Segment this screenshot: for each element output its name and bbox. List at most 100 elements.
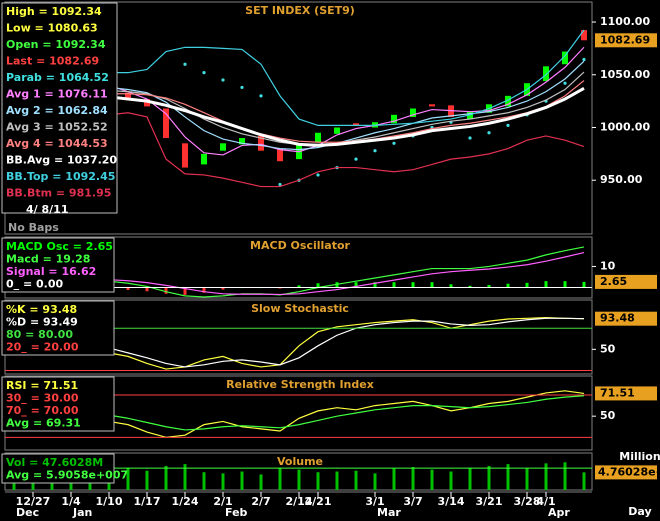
bar	[373, 282, 377, 288]
legend-box	[1, 453, 115, 484]
candle	[315, 132, 321, 143]
legend-entry: Signal = 16.62	[6, 265, 96, 278]
legend-entry: Last = 1082.69	[6, 55, 99, 68]
bar	[487, 284, 491, 288]
legend-entry: 0_ = 0.00	[6, 278, 64, 291]
bar	[430, 469, 434, 490]
bar	[544, 281, 548, 288]
candle	[353, 123, 359, 126]
bar	[468, 285, 472, 288]
legend-entry: %K = 93.48	[6, 303, 77, 316]
bar	[525, 468, 529, 490]
legend-entry: Open = 1092.34	[6, 38, 106, 51]
bar	[373, 473, 377, 490]
y-tick-label: 1050.00	[600, 68, 650, 81]
bar	[563, 281, 567, 288]
month-label: Jan	[72, 506, 92, 519]
y-tick-label: 50	[600, 342, 616, 355]
sar-dot	[373, 149, 377, 153]
bar	[202, 472, 206, 490]
x-tick-label: 12/27	[16, 495, 51, 508]
panel-title: Relative Strength Index	[226, 378, 374, 391]
candle	[391, 114, 397, 124]
last-value-label: 4.76028e+	[598, 465, 660, 478]
legend-entry: BB.Btm = 981.95	[6, 187, 111, 200]
panel-title: Volume	[277, 455, 323, 468]
legend-entry: Avg 1 = 1076.11	[6, 88, 108, 101]
candle	[163, 108, 169, 139]
axis-label: Million	[619, 450, 660, 463]
last-value-label: 1082.69	[600, 33, 650, 46]
candle	[277, 148, 283, 162]
bar	[183, 464, 187, 490]
candle	[144, 99, 150, 107]
bar	[449, 471, 453, 490]
legend-entry: BB.Top = 1092.45	[6, 170, 115, 183]
last-value-box	[595, 465, 657, 480]
legend-entry: %D = 93.49	[6, 316, 78, 329]
bar	[183, 287, 187, 295]
legend-entry: Parab = 1064.52	[6, 71, 109, 84]
month-label: Mar	[377, 506, 401, 519]
x-tick-label: 3/28	[514, 495, 541, 508]
x-tick-label: 1/10	[96, 495, 123, 508]
y-tick-label: 10	[600, 259, 616, 272]
sar-dot	[354, 157, 358, 161]
last-value-box	[595, 274, 657, 289]
legend-entry: 20_ = 20.00	[6, 341, 79, 354]
bar	[126, 467, 130, 490]
candle	[581, 30, 587, 41]
x-tick-label: 1/24	[172, 495, 199, 508]
legend-entry: Avg = 5.9058e+007	[6, 469, 128, 482]
bar	[506, 464, 510, 490]
legend-entry: Avg 3 = 1052.52	[6, 121, 108, 134]
bar	[354, 282, 358, 288]
candle	[543, 66, 549, 82]
sar-dot	[468, 136, 472, 140]
sar-dot	[506, 123, 510, 127]
month-label: Feb	[225, 506, 248, 519]
sar-dot	[278, 182, 282, 187]
legend-box	[1, 2, 118, 214]
x-tick-label: 2/14	[286, 495, 313, 508]
candle	[125, 92, 131, 98]
x-axis-unit: Day	[628, 505, 651, 518]
last-value-box	[595, 33, 657, 48]
bar	[316, 283, 320, 288]
legend-box	[1, 237, 115, 293]
x-tick-label: 2/1	[213, 495, 232, 508]
legend-entry: Avg = 69.31	[6, 417, 81, 430]
candle	[429, 104, 435, 107]
note: No Baps	[8, 221, 59, 234]
legend-entry: Macd = 19.28	[6, 253, 90, 266]
x-tick-label: 3/7	[403, 495, 422, 508]
bar	[411, 467, 415, 490]
candle	[201, 153, 207, 165]
legend-entry: Vol = 47.6028M	[6, 456, 103, 469]
last-value-label: 93.48	[600, 312, 635, 325]
bar	[126, 287, 130, 291]
bar	[392, 468, 396, 490]
legend-entry: 80 = 80.00	[6, 328, 73, 341]
sar-dot	[221, 78, 225, 82]
x-tick-label: 2/7	[251, 495, 270, 508]
panel-title: SET INDEX (SET9)	[245, 4, 355, 17]
bar	[164, 287, 168, 294]
x-tick-label: 1/17	[134, 495, 161, 508]
month-label: Apr	[548, 506, 570, 519]
legend-entry: 4/ 8/11	[26, 203, 68, 216]
legend-entry: 70_ = 70.00	[6, 404, 79, 417]
bar	[297, 285, 301, 288]
panel-title: Slow Stochastic	[251, 302, 349, 315]
bar	[145, 470, 149, 490]
last-value-box	[595, 386, 657, 401]
bar	[354, 470, 358, 490]
x-tick-label: 3/1	[365, 495, 384, 508]
last-value-label: 71.51	[600, 386, 635, 399]
sar-dot	[240, 85, 244, 90]
bar	[259, 474, 263, 490]
sar-dot	[487, 131, 491, 135]
bar	[582, 281, 586, 288]
y-tick-label: 950.00	[600, 173, 643, 186]
